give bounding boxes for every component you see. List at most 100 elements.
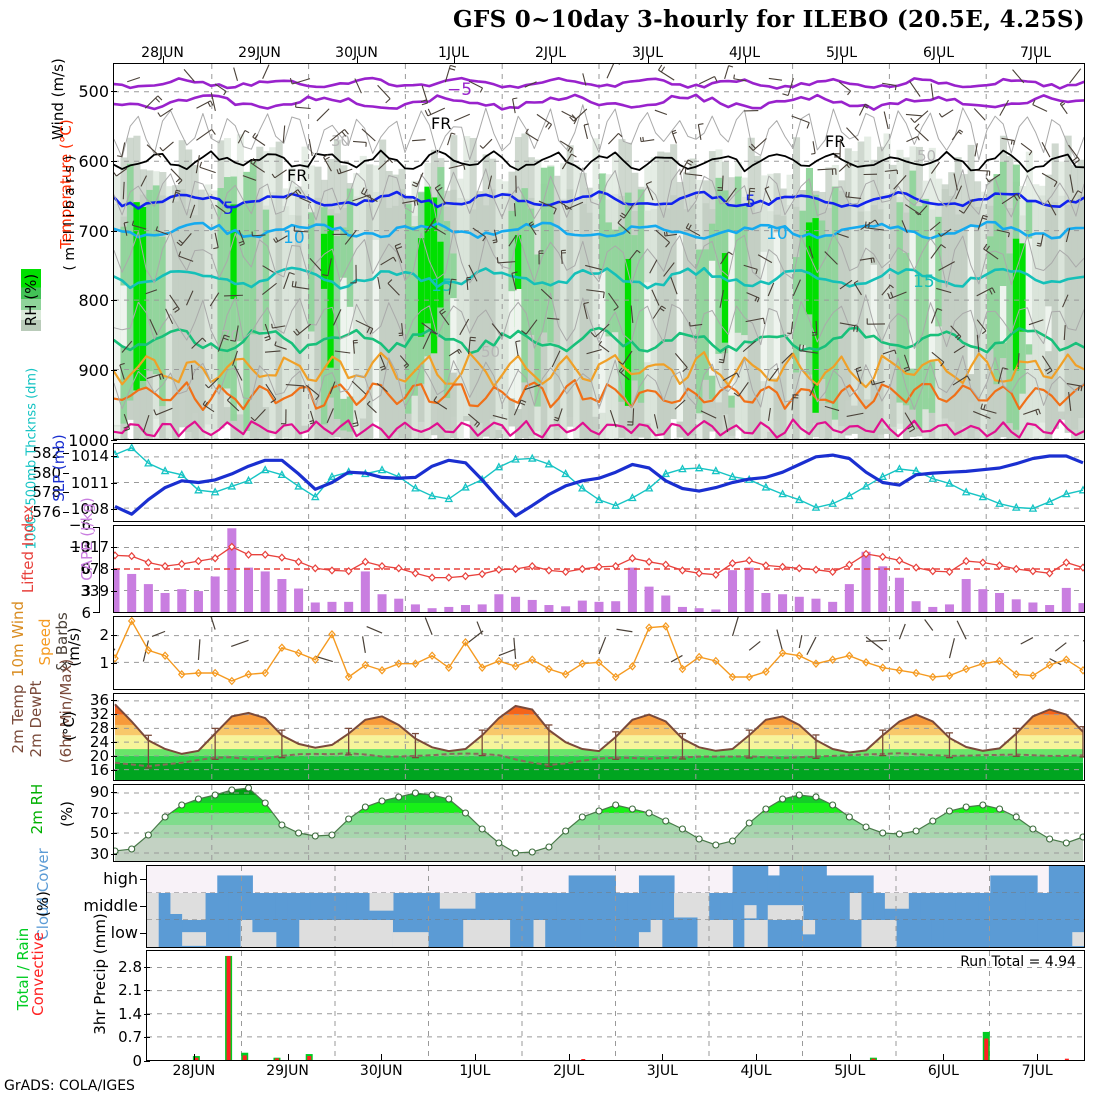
axis-tick: [111, 833, 117, 835]
axis-tick: [111, 635, 117, 637]
axis-tick-label: 30: [89, 844, 109, 863]
axis-tick-label: 1014: [70, 447, 109, 466]
slp-thickness-panel[interactable]: [113, 443, 1085, 522]
date-label-bottom: 28JUN: [172, 1063, 216, 1079]
axis-tick-label: −6: [68, 516, 91, 534]
date-tick-top: [841, 56, 843, 63]
axis-label-3hr-precip: 3hr Precip (mm): [91, 913, 109, 1035]
axis-tick-label: 28: [89, 719, 109, 738]
run-total-label: Run Total = 4.94: [960, 954, 1076, 970]
axis-tick-label: 700: [78, 221, 109, 241]
date-tick-top: [938, 56, 940, 63]
axis-tick-label: 24: [89, 733, 109, 752]
svg-text:−5: −5: [447, 80, 472, 100]
date-tick-bottom: [193, 1054, 195, 1061]
svg-text:50: 50: [481, 343, 500, 361]
axis-tick-label: 600: [78, 151, 109, 171]
date-label-top: 29JUN: [238, 45, 281, 61]
svg-text:5: 5: [745, 192, 756, 212]
date-label-top: 5JUL: [825, 45, 858, 61]
axis-tick-label: 1000: [68, 431, 109, 450]
date-tick-top: [744, 56, 746, 63]
axis-tick: [111, 230, 117, 232]
axis-tick-label: 2.8: [118, 957, 142, 976]
axis-tick: [111, 300, 117, 302]
date-label-bottom: 5JUL: [834, 1063, 866, 1079]
axis-tick: [111, 662, 117, 664]
date-tick-bottom: [756, 1054, 758, 1061]
date-tick-bottom: [849, 1054, 851, 1061]
cloud-row-tick: [140, 905, 146, 907]
precip-panel[interactable]: Run Total = 4.94: [146, 950, 1085, 1061]
axis-tick-label: 578: [32, 483, 61, 502]
axis-tick-label: 580: [32, 463, 61, 482]
date-label-top: 28JUN: [141, 45, 184, 61]
rh2m-panel[interactable]: [113, 784, 1085, 862]
date-tick-top: [647, 56, 649, 63]
date-label-bottom: 2JUL: [553, 1063, 585, 1079]
axis-label-2m-dewpt: 2m DewPt: [27, 680, 45, 758]
axis-tick: [111, 508, 117, 510]
date-tick-bottom: [568, 1054, 570, 1061]
axis-tick-label: 900: [78, 361, 109, 381]
axis-tick: [63, 452, 69, 454]
date-tick-top: [453, 56, 455, 63]
axis-tick-label: 576: [32, 503, 61, 522]
axis-tick-label: 2: [99, 626, 109, 645]
date-tick-top: [259, 56, 261, 63]
axis-tick: [111, 90, 117, 92]
axis-label-slp: SLP (mb): [50, 434, 68, 502]
wind10m-panel[interactable]: [113, 616, 1085, 690]
date-tick-bottom: [474, 1054, 476, 1061]
date-label-top: 2JUL: [534, 45, 567, 61]
cloud-row-label-middle: middle: [83, 895, 138, 915]
axis-tick-label: 0: [81, 560, 91, 578]
svg-text:30: 30: [331, 132, 350, 150]
rh-legend-swatch: RH (%): [21, 268, 41, 332]
date-tick-bottom: [662, 1054, 664, 1061]
axis-tick: [111, 440, 117, 441]
svg-text:10: 10: [766, 224, 788, 244]
axis-tick-label: 16: [89, 761, 109, 780]
axis-label-2m-rh-units: (%): [58, 801, 76, 827]
cloud-cover-panel[interactable]: [146, 865, 1085, 948]
axis-tick: [111, 370, 117, 372]
axis-tick-label: 6: [81, 604, 91, 622]
date-label-top: 1JUL: [437, 45, 470, 61]
date-tick-top: [356, 56, 358, 63]
axis-tick-label: 1: [99, 653, 109, 672]
axis-tick-label: 800: [78, 291, 109, 311]
axis-tick-label: 1011: [70, 473, 109, 492]
axis-label-cape: CAPE (J/kg): [78, 497, 96, 581]
svg-text:15: 15: [431, 276, 453, 296]
axis-tick: [111, 853, 117, 855]
date-label-bottom: 3JUL: [646, 1063, 678, 1079]
axis-tick: [111, 569, 117, 570]
axis-tick: [111, 756, 117, 758]
upper-air-panel[interactable]: −5 5 5 10 10 15 15 FR FR FR 30 50 50 70: [113, 63, 1085, 440]
axis-tick-label: 70: [89, 803, 109, 822]
axis-tick: [111, 160, 117, 162]
axis-tick: [144, 966, 150, 968]
svg-text:FR: FR: [431, 114, 451, 133]
axis-tick-label: 339: [80, 582, 109, 600]
axis-tick: [111, 792, 117, 794]
temp2m-panel[interactable]: [113, 693, 1085, 781]
date-label-top: 3JUL: [631, 45, 664, 61]
date-label-bottom: 1JUL: [459, 1063, 491, 1079]
page-title: GFS 0~10day 3-hourly for ILEBO (20.5E, 4…: [453, 6, 1085, 33]
date-label-bottom: 4JUL: [740, 1063, 772, 1079]
axis-tick-label: 1008: [70, 499, 109, 518]
cape-lifted-index-panel[interactable]: [113, 525, 1085, 613]
cloud-row-tick: [140, 932, 146, 934]
date-label-top: 4JUL: [728, 45, 761, 61]
axis-tick: [63, 492, 69, 494]
axis-tick-label: 32: [89, 705, 109, 724]
axis-tick: [63, 512, 69, 514]
axis-tick-label: 582: [32, 443, 61, 462]
grads-credit: GrADS: COLA/IGES: [4, 1078, 135, 1094]
axis-tick-label: 90: [89, 783, 109, 802]
axis-tick: [144, 1061, 150, 1062]
axis-tick-label: 678: [80, 560, 109, 578]
axis-tick: [144, 990, 150, 992]
